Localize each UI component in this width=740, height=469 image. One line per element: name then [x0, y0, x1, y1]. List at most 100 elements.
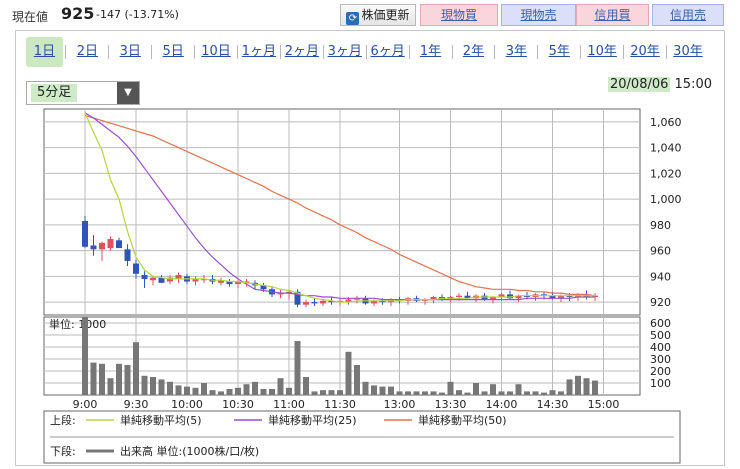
tab-separator	[279, 45, 281, 59]
tab-period-2[interactable]: 2日	[76, 44, 98, 59]
refresh-price-button[interactable]: ⟳ 株価更新	[340, 4, 416, 26]
tab-period-8[interactable]: 3ヶ月	[327, 44, 362, 59]
volume-bar	[515, 384, 522, 395]
volume-bar	[422, 391, 428, 395]
tab-separator	[365, 45, 367, 59]
candle-body	[243, 281, 250, 283]
volume-bar	[116, 363, 122, 395]
tab-separator	[537, 45, 539, 59]
timestamp-date: 20/08/06	[608, 77, 671, 92]
tab-period-15[interactable]: 20年	[630, 44, 660, 59]
tab-separator	[666, 45, 667, 59]
candle-body	[107, 239, 114, 249]
candle-body	[260, 285, 267, 290]
volume-bar	[575, 375, 581, 395]
volume-bar	[235, 387, 241, 395]
tab-period-16[interactable]: 30年	[673, 44, 703, 59]
candle-body	[549, 295, 556, 299]
volume-bar	[99, 363, 105, 395]
x-tick-label: 10:30	[222, 398, 254, 411]
volume-bar	[447, 381, 454, 395]
volume-bar	[558, 391, 564, 395]
volume-bar	[320, 390, 326, 395]
ma50-line	[84, 114, 596, 297]
tab-period-7[interactable]: 2ヶ月	[284, 44, 319, 59]
y-tick-label: 1,020	[650, 167, 682, 180]
x-tick-label: 9:30	[124, 398, 149, 411]
volume-bar	[201, 383, 207, 395]
candle-body	[337, 300, 343, 303]
margin-sell-button[interactable]: 信用売	[652, 4, 724, 26]
stock-chart: 9:00 9:30 10:00 10:30 11:00 11:30 13:00 13:30 14…	[43, 108, 682, 464]
candle-body	[498, 294, 505, 297]
price-plot-frame	[43, 108, 641, 316]
volume-tick-label: 600	[650, 317, 671, 330]
volume-tick-label: 100	[650, 377, 671, 390]
volume-unit-label: 単位: 1000	[49, 317, 106, 331]
candle-body	[592, 295, 598, 297]
tab-separator	[108, 45, 110, 59]
candle-body	[116, 240, 122, 249]
interval-select[interactable]: 5分足 ▼	[26, 81, 140, 105]
margin-buy-button[interactable]: 信用買	[576, 4, 649, 26]
candle-body	[99, 242, 105, 250]
candle-body	[150, 277, 156, 281]
tab-separator	[237, 45, 238, 59]
candle-body	[90, 245, 97, 250]
tab-period-1[interactable]: 1日	[26, 37, 63, 67]
volume-bar	[107, 378, 114, 395]
volume-bar	[158, 379, 165, 395]
volume-bar	[337, 390, 343, 395]
volume-bar	[354, 365, 360, 395]
candle-body	[524, 295, 530, 297]
volume-bar	[498, 391, 505, 395]
candle-body	[464, 295, 471, 299]
volume-bar	[507, 391, 513, 395]
y-tick-label: 940	[650, 270, 671, 283]
candle-body	[303, 302, 309, 305]
candle-body	[201, 278, 207, 281]
legend-upper-label: 上段:	[50, 413, 76, 427]
candle-body	[345, 299, 352, 303]
tab-period-9[interactable]: 6ヶ月	[370, 44, 405, 59]
volume-bar	[481, 391, 488, 395]
spot-buy-button[interactable]: 現物買	[420, 4, 498, 26]
volume-bar	[532, 391, 539, 395]
candle-body	[82, 221, 88, 247]
tab-period-5[interactable]: 10日	[201, 44, 231, 59]
tab-period-14[interactable]: 10年	[587, 44, 617, 59]
candle-body	[558, 295, 564, 299]
legend-ma50-label: 単純移動平均(50)	[418, 413, 507, 427]
volume-bar	[583, 378, 590, 395]
x-tick-label: 10:00	[171, 398, 203, 411]
candle-body	[277, 293, 284, 295]
volume-bar	[269, 389, 275, 395]
tab-period-3[interactable]: 3日	[119, 44, 141, 59]
y-tick-label: 920	[650, 296, 671, 309]
candle-body	[218, 280, 224, 283]
x-tick-label: 11:30	[324, 398, 356, 411]
volume-bar	[260, 389, 267, 395]
timestamp-time: 15:00	[674, 77, 712, 92]
candle-body	[175, 275, 182, 279]
tab-period-11[interactable]: 2年	[462, 44, 485, 59]
spot-sell-button[interactable]: 現物売	[501, 4, 576, 26]
tab-period-13[interactable]: 5年	[548, 44, 570, 59]
tab-separator	[494, 45, 496, 59]
volume-bar	[311, 391, 318, 395]
volume-bar	[243, 384, 250, 395]
tab-period-10[interactable]: 1年	[419, 44, 442, 59]
tab-period-6[interactable]: 1ヶ月	[241, 44, 277, 59]
tab-period-12[interactable]: 3年	[505, 44, 527, 59]
x-tick-label: 13:30	[435, 398, 467, 411]
volume-bar	[439, 392, 445, 395]
candle-body	[192, 278, 199, 282]
tab-period-4[interactable]: 5日	[162, 44, 184, 59]
volume-bar	[167, 381, 173, 395]
candle-body	[286, 291, 292, 294]
candle-body	[371, 300, 377, 304]
volume-bar	[524, 391, 530, 395]
y-tick-label: 980	[650, 219, 671, 232]
y-tick-label: 1,060	[650, 116, 682, 129]
candle-body	[141, 275, 148, 279]
